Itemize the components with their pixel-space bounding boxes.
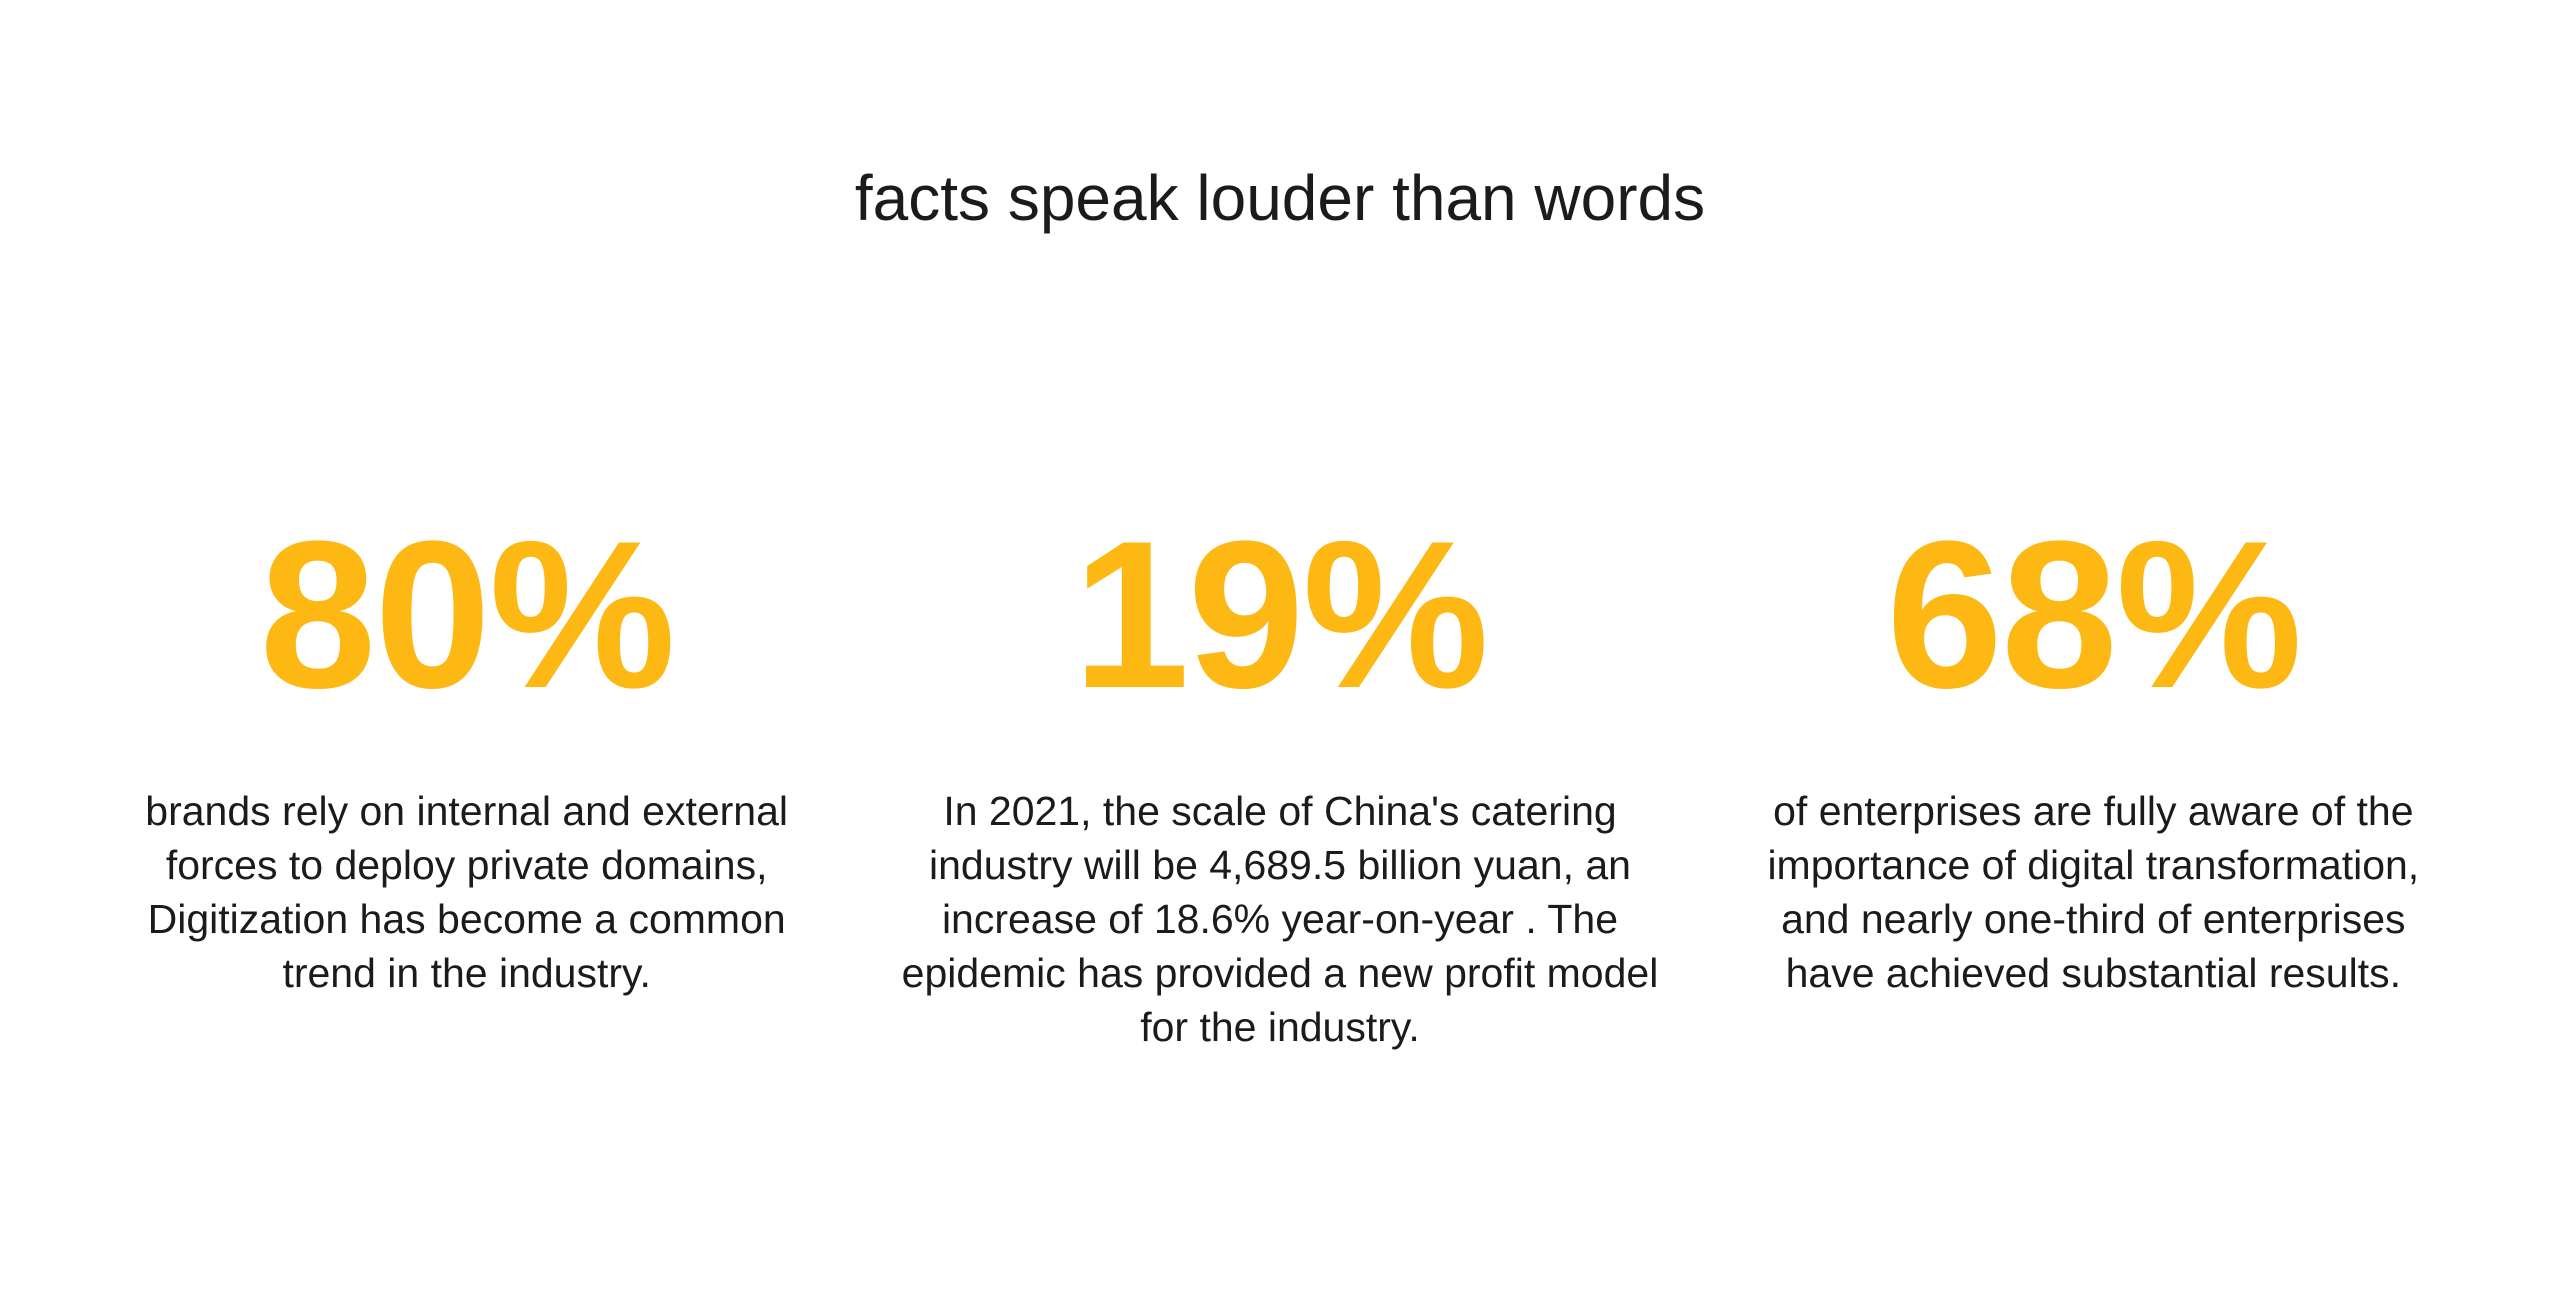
slide-title: facts speak louder than words <box>854 162 1706 234</box>
stat-description-1: brands rely on internal and external for… <box>145 787 789 996</box>
stat-description-3: of enterprises are fully aware of the im… <box>1767 787 2420 996</box>
stat-value-68: 68% <box>1886 496 2302 732</box>
stat-description-2: In 2021, the scale of China's catering i… <box>901 787 1659 1050</box>
stat-value-80: 80% <box>259 496 676 732</box>
stat-card-1: 80% brands rely on internal and external… <box>60 496 873 1000</box>
stats-row: 80% brands rely on internal and external… <box>0 496 2560 1054</box>
slide-canvas: facts speak louder than words 80% brands… <box>0 160 2560 1312</box>
stat-card-2: 19% In 2021, the scale of China's cateri… <box>873 496 1686 1054</box>
stat-value-19: 19% <box>1072 496 1489 732</box>
stat-card-3: 68% of enterprises are fully aware of th… <box>1687 496 2500 1000</box>
